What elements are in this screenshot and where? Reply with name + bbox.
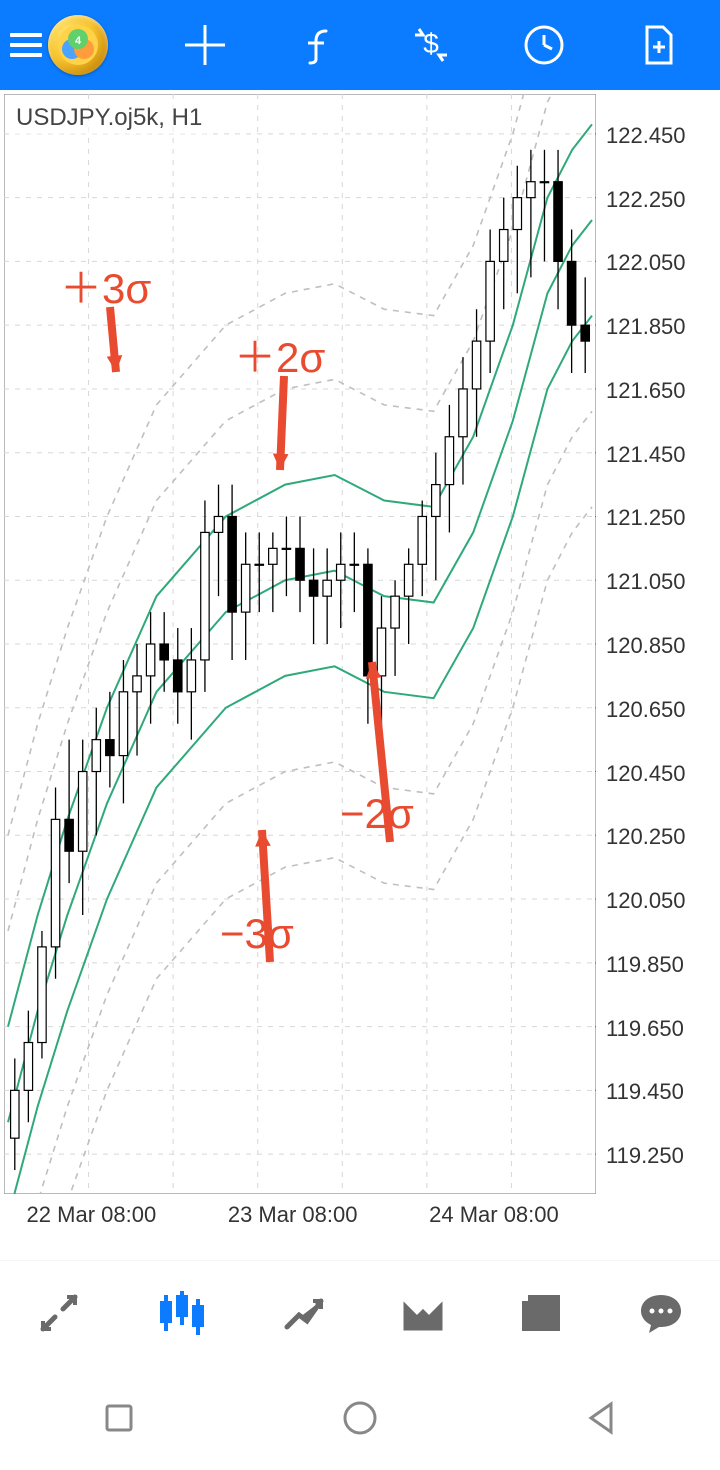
y-tick: 121.650 bbox=[606, 378, 686, 404]
chart-area[interactable]: USDJPY.oj5k, H1 122.450 122.250 122.050 121… bbox=[0, 90, 720, 1260]
tab-chat[interactable] bbox=[637, 1289, 685, 1342]
nav-home-icon[interactable] bbox=[340, 1398, 380, 1443]
tab-chart[interactable] bbox=[154, 1289, 210, 1342]
nav-back-icon[interactable] bbox=[583, 1400, 619, 1441]
tab-news[interactable] bbox=[518, 1289, 566, 1342]
y-tick: 120.850 bbox=[606, 633, 686, 659]
bottom-tab-bar bbox=[0, 1260, 720, 1370]
y-tick: 119.250 bbox=[606, 1143, 684, 1169]
svg-text:4: 4 bbox=[75, 35, 82, 47]
x-tick: 24 Mar 08:00 bbox=[429, 1202, 559, 1228]
y-tick: 121.050 bbox=[606, 569, 686, 595]
y-tick: 119.850 bbox=[606, 952, 684, 978]
annotation-arrow-icon bbox=[264, 360, 300, 486]
crosshair-icon[interactable] bbox=[182, 22, 228, 68]
y-tick: 120.450 bbox=[606, 761, 686, 787]
x-axis: 22 Mar 08:00 23 Mar 08:00 24 Mar 08:00 bbox=[0, 1202, 600, 1242]
y-tick: 121.850 bbox=[606, 314, 686, 340]
y-tick: 119.450 bbox=[606, 1079, 684, 1105]
annotation-arrow-icon bbox=[246, 814, 286, 978]
y-tick: 120.250 bbox=[606, 824, 686, 850]
tab-quotes[interactable] bbox=[35, 1289, 83, 1342]
y-tick: 121.450 bbox=[606, 442, 686, 468]
new-file-icon[interactable] bbox=[634, 22, 680, 68]
y-tick: 119.650 bbox=[606, 1016, 684, 1042]
system-nav-bar bbox=[0, 1370, 720, 1470]
y-tick: 122.250 bbox=[606, 187, 686, 213]
x-tick: 22 Mar 08:00 bbox=[27, 1202, 157, 1228]
app-logo-icon[interactable]: 4 bbox=[48, 15, 108, 75]
y-tick: 121.250 bbox=[606, 505, 686, 531]
y-tick: 120.650 bbox=[606, 697, 686, 723]
x-tick: 23 Mar 08:00 bbox=[228, 1202, 358, 1228]
y-axis: 122.450 122.250 122.050 121.850 121.650 121.4… bbox=[600, 90, 720, 1190]
menu-icon[interactable] bbox=[6, 27, 46, 63]
top-toolbar: 4 $ bbox=[0, 0, 720, 90]
tab-history[interactable] bbox=[399, 1289, 447, 1342]
y-tick: 122.450 bbox=[606, 123, 686, 149]
y-tick: 120.050 bbox=[606, 888, 686, 914]
nav-recent-icon[interactable] bbox=[101, 1400, 137, 1441]
y-tick: 122.050 bbox=[606, 250, 686, 276]
symbol-label: USDJPY.oj5k, H1 bbox=[12, 102, 206, 134]
tab-trade[interactable] bbox=[281, 1289, 329, 1342]
clock-icon[interactable] bbox=[521, 22, 567, 68]
currency-swap-icon[interactable]: $ bbox=[408, 22, 454, 68]
annotation-arrow-icon bbox=[356, 646, 406, 858]
annotation-arrow-icon bbox=[94, 291, 132, 388]
function-icon[interactable] bbox=[295, 22, 341, 68]
